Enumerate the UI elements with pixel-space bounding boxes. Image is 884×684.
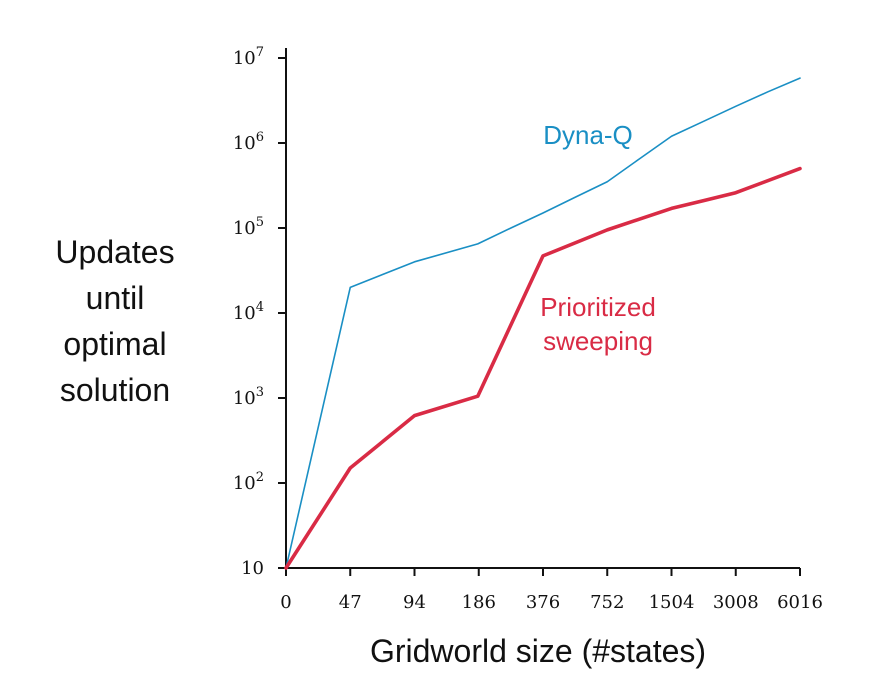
- x-tick-label: 376: [526, 592, 560, 613]
- y-axis-title-line: optimal: [63, 326, 166, 362]
- y-axis-title: Updates until optimal solution: [55, 234, 174, 408]
- y-tick-label: 102: [233, 470, 264, 494]
- x-tick-label: 1504: [649, 592, 695, 613]
- y-tick-label: 105: [233, 215, 264, 239]
- y-axis-title-line: Updates: [55, 234, 174, 270]
- series-label: sweeping: [543, 326, 653, 356]
- y-tick-label: 107: [233, 45, 264, 69]
- series-line: [284, 166, 802, 570]
- plot-area: 10 102 103 104 105 106 107 0 47 94 186 376 752 1504 30…: [233, 45, 823, 613]
- series-line: [285, 77, 801, 569]
- x-tick-label: 3008: [713, 592, 759, 613]
- y-tick-label: 104: [233, 300, 264, 324]
- y-axis-title-line: solution: [60, 372, 170, 408]
- x-tick-label: 186: [462, 592, 496, 613]
- y-tick-label: 106: [233, 130, 264, 154]
- x-tick-label: 94: [403, 592, 426, 613]
- x-axis-title: Gridworld size (#states): [370, 633, 706, 669]
- x-tick-label: 6016: [777, 592, 823, 613]
- series-label: Dyna-Q: [543, 120, 633, 150]
- y-tick-label: 103: [233, 385, 264, 409]
- x-tick-label: 752: [590, 592, 624, 613]
- x-tick-label: 47: [339, 592, 362, 613]
- y-axis-title-line: until: [86, 280, 145, 316]
- x-tick-label: 0: [280, 592, 291, 613]
- y-tick-label: 10: [241, 558, 264, 579]
- series-label: Prioritized: [540, 292, 656, 322]
